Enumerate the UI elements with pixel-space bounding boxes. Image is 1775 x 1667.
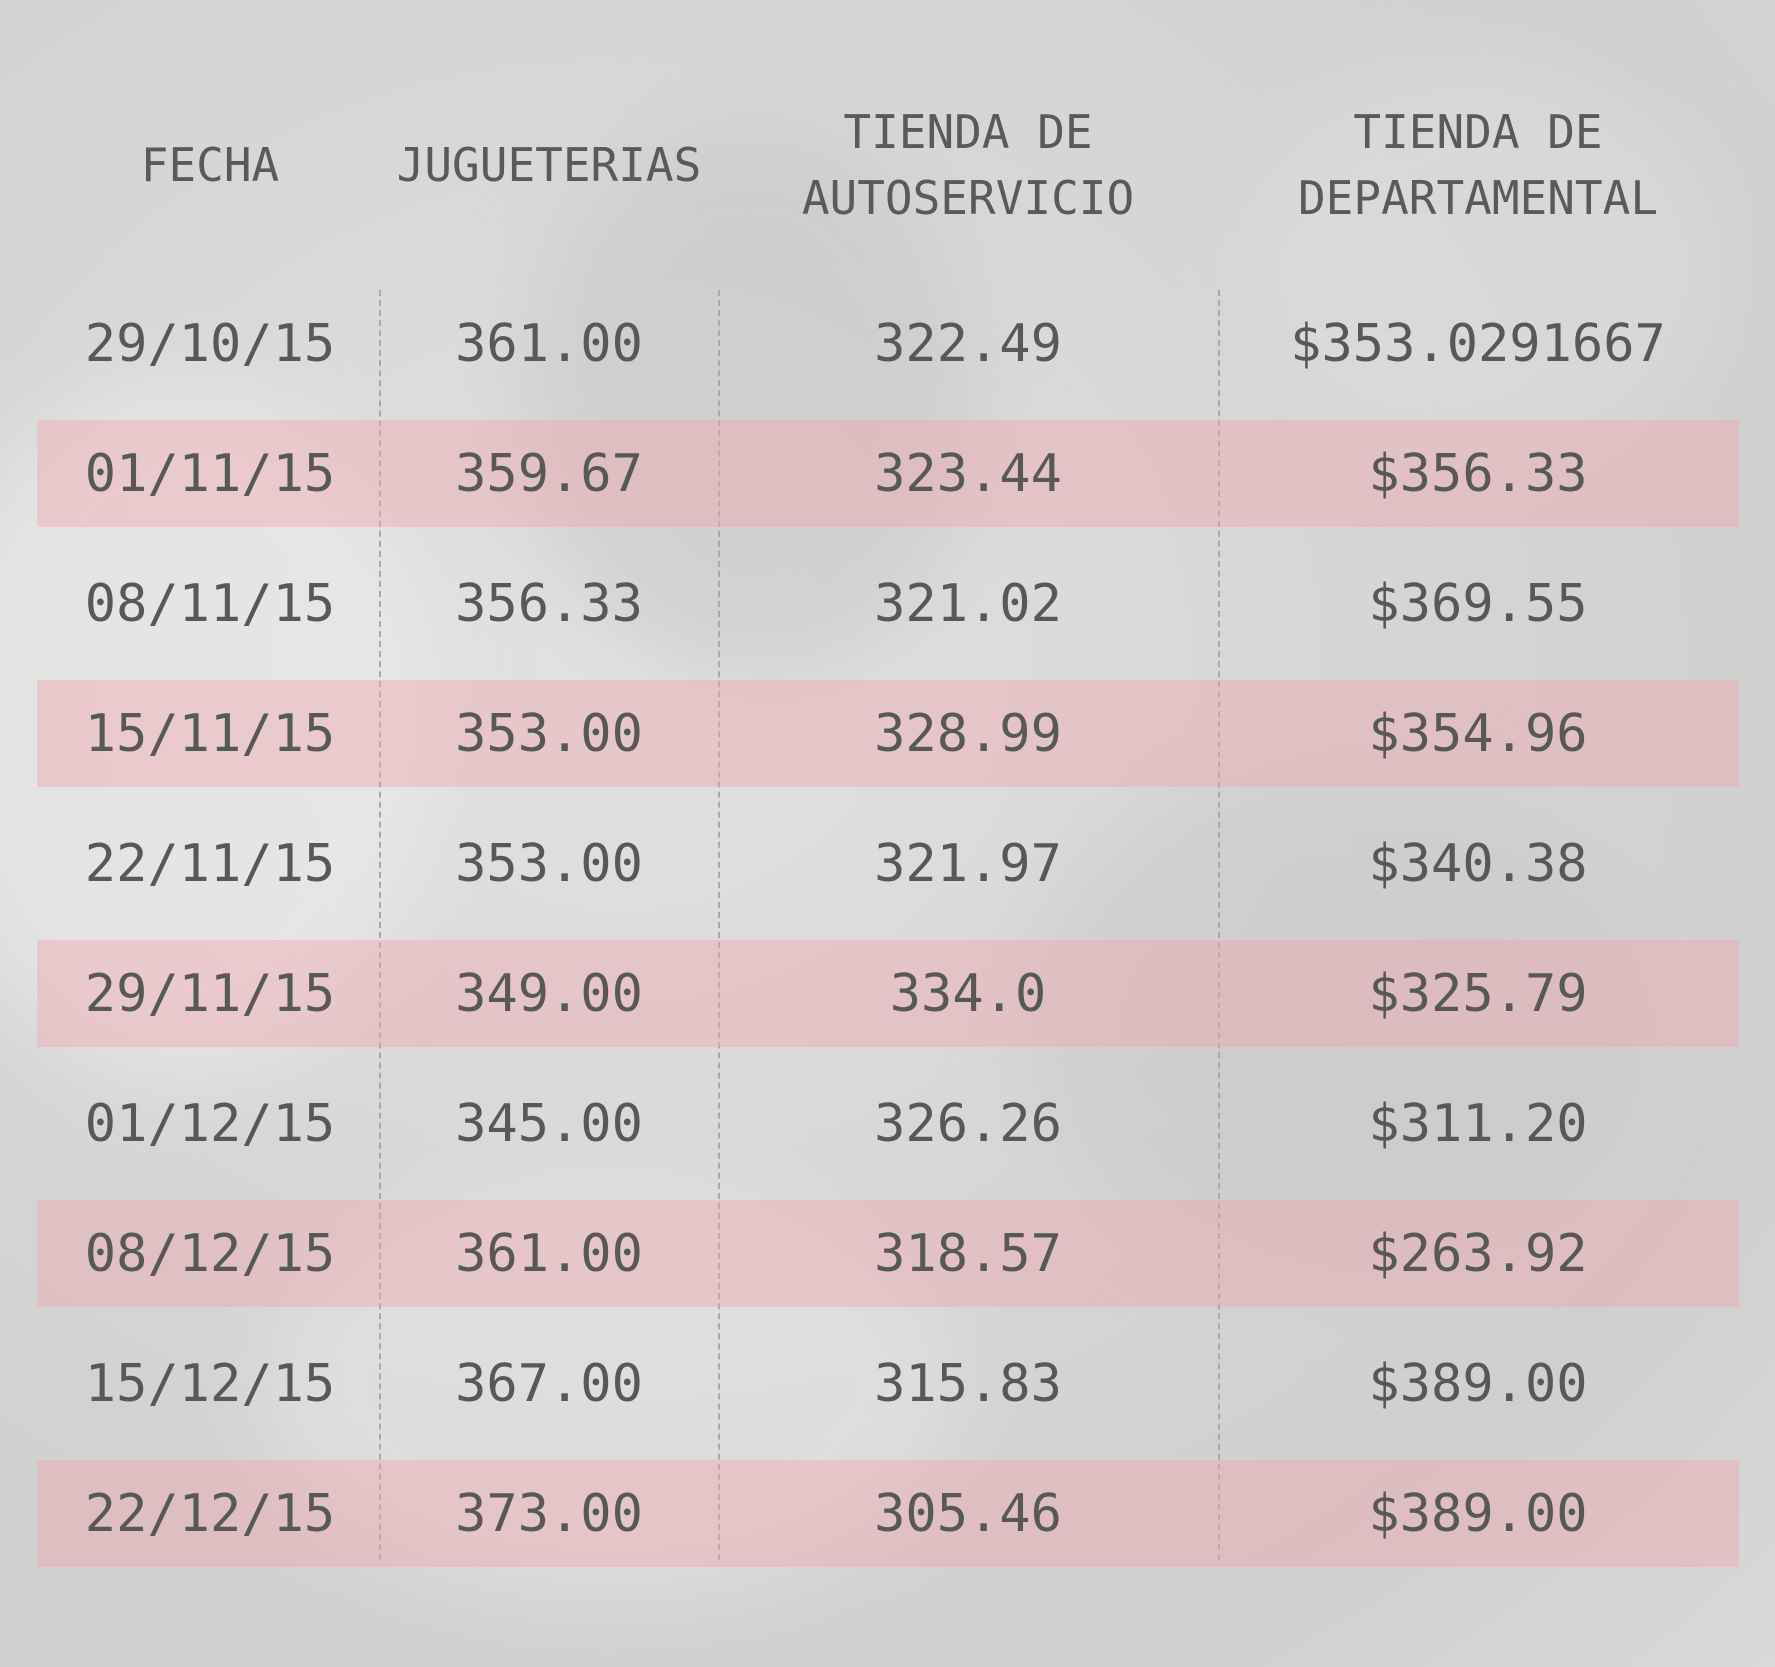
cell-fecha: 15/12/15	[84, 1353, 336, 1414]
table-row: 22/11/15 353.00 321.97 $340.38	[0, 810, 1775, 917]
table-row: 29/10/15 361.00 322.49 $353.0291667	[0, 290, 1775, 397]
cell-fecha: 29/11/15	[84, 963, 336, 1024]
column-divider	[379, 290, 381, 1560]
cell-jugueterias: 373.00	[455, 1483, 643, 1544]
table-row: 08/12/15 361.00 318.57 $263.92	[0, 1200, 1775, 1307]
header-autoservicio: TIENDA DE AUTOSERVICIO	[801, 105, 1135, 225]
cell-departamental: $389.00	[1368, 1353, 1588, 1414]
cell-jugueterias: 353.00	[455, 833, 643, 894]
cell-jugueterias: 361.00	[455, 313, 643, 374]
table-row: 29/11/15 349.00 334.0 $325.79	[0, 940, 1775, 1047]
table-row: 15/11/15 353.00 328.99 $354.96	[0, 680, 1775, 787]
cell-departamental: $389.00	[1368, 1483, 1588, 1544]
table-row: 01/11/15 359.67 323.44 $356.33	[0, 420, 1775, 527]
cell-fecha: 01/12/15	[84, 1093, 336, 1154]
column-divider	[718, 290, 720, 1560]
cell-departamental: $353.0291667	[1290, 313, 1666, 374]
table-header-row: FECHA JUGUETERIAS TIENDA DE AUTOSERVICIO…	[0, 90, 1775, 240]
table-row: 15/12/15 367.00 315.83 $389.00	[0, 1330, 1775, 1437]
cell-departamental: $311.20	[1368, 1093, 1588, 1154]
cell-autoservicio: 321.97	[874, 833, 1062, 894]
cell-jugueterias: 367.00	[455, 1353, 643, 1414]
cell-jugueterias: 361.00	[455, 1223, 643, 1284]
header-departamental: TIENDA DE DEPARTAMENTAL	[1297, 105, 1659, 225]
cell-jugueterias: 345.00	[455, 1093, 643, 1154]
cell-autoservicio: 315.83	[874, 1353, 1062, 1414]
column-divider	[1218, 290, 1220, 1560]
cell-autoservicio: 322.49	[874, 313, 1062, 374]
cell-fecha: 22/12/15	[84, 1483, 336, 1544]
cell-autoservicio: 326.26	[874, 1093, 1062, 1154]
cell-departamental: $354.96	[1368, 703, 1588, 764]
cell-fecha: 08/12/15	[84, 1223, 336, 1284]
cell-departamental: $356.33	[1368, 443, 1588, 504]
header-fecha: FECHA	[140, 138, 280, 192]
cell-autoservicio: 323.44	[874, 443, 1062, 504]
cell-departamental: $263.92	[1368, 1223, 1588, 1284]
cell-jugueterias: 349.00	[455, 963, 643, 1024]
cell-departamental: $340.38	[1368, 833, 1588, 894]
cell-autoservicio: 318.57	[874, 1223, 1062, 1284]
cell-departamental: $325.79	[1368, 963, 1588, 1024]
cell-fecha: 29/10/15	[84, 313, 336, 374]
cell-fecha: 01/11/15	[84, 443, 336, 504]
cell-departamental: $369.55	[1368, 573, 1588, 634]
cell-jugueterias: 353.00	[455, 703, 643, 764]
table-row: 08/11/15 356.33 321.02 $369.55	[0, 550, 1775, 657]
table-row: 22/12/15 373.00 305.46 $389.00	[0, 1460, 1775, 1567]
cell-autoservicio: 334.0	[889, 963, 1047, 1024]
cell-autoservicio: 328.99	[874, 703, 1062, 764]
header-jugueterias: JUGUETERIAS	[396, 138, 702, 192]
cell-autoservicio: 321.02	[874, 573, 1062, 634]
cell-fecha: 15/11/15	[84, 703, 336, 764]
table-row: 01/12/15 345.00 326.26 $311.20	[0, 1070, 1775, 1177]
cell-jugueterias: 359.67	[455, 443, 643, 504]
cell-jugueterias: 356.33	[455, 573, 643, 634]
cell-fecha: 08/11/15	[84, 573, 336, 634]
cell-autoservicio: 305.46	[874, 1483, 1062, 1544]
cell-fecha: 22/11/15	[84, 833, 336, 894]
